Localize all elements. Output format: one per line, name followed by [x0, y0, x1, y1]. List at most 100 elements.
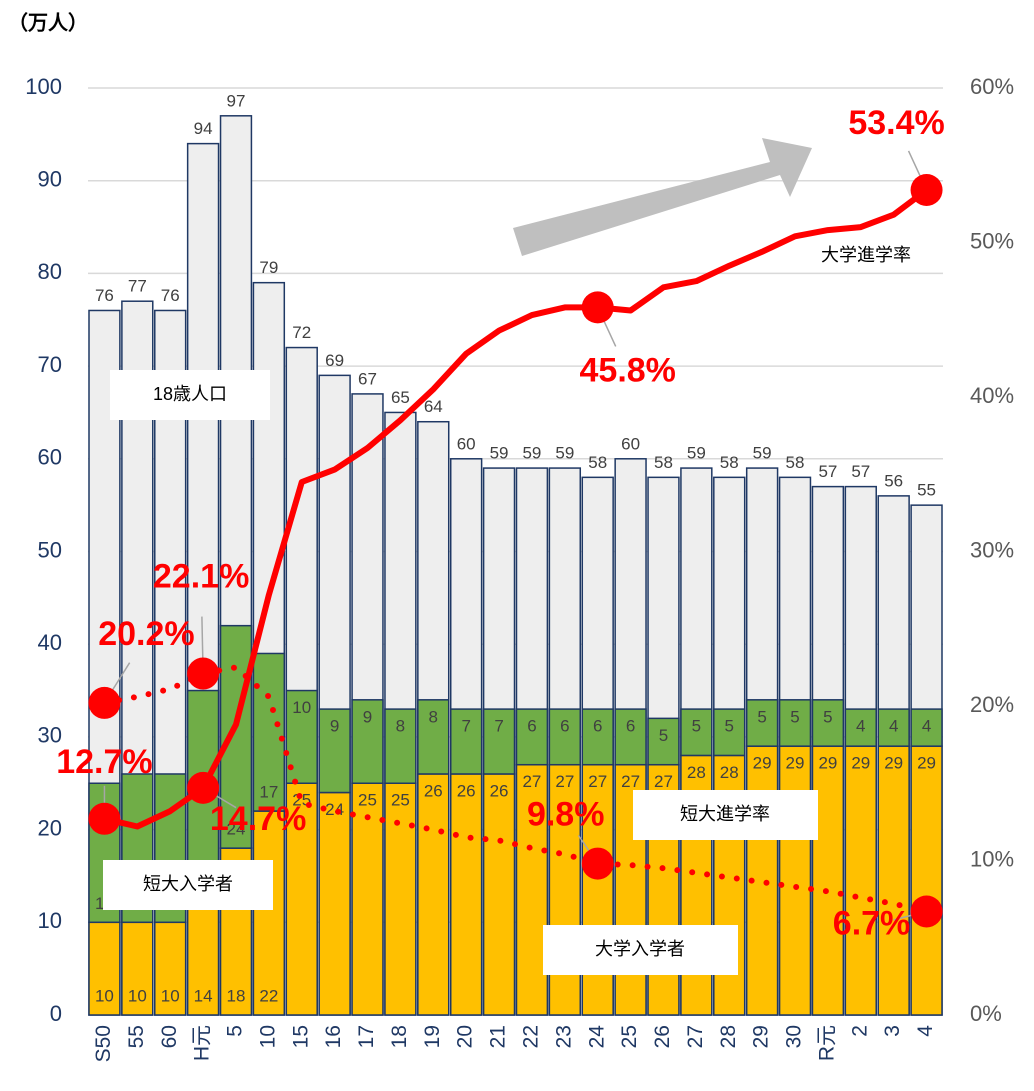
bar-segment — [417, 699, 450, 775]
data-label: 27 — [522, 772, 541, 791]
rate-point — [910, 895, 943, 928]
bar-segment — [647, 717, 680, 766]
rate-point — [88, 802, 121, 835]
bar-segment — [910, 708, 943, 747]
data-label: 58 — [720, 453, 739, 472]
x-tick-label: 25 — [618, 1025, 641, 1048]
data-label: 79 — [259, 258, 278, 277]
x-tick-label: 24 — [585, 1025, 608, 1049]
data-label: 59 — [555, 444, 574, 463]
bar-segment — [384, 782, 417, 1016]
x-tick-label: 15 — [289, 1025, 312, 1048]
x-tick-label: 19 — [421, 1025, 444, 1048]
data-label: 58 — [654, 453, 673, 472]
data-label: 17 — [259, 783, 278, 802]
bar-segment — [778, 699, 812, 747]
x-tick-label: S50 — [92, 1025, 115, 1062]
data-label: 5 — [823, 707, 832, 726]
bar-segment — [877, 745, 910, 1016]
data-label: 57 — [851, 462, 870, 481]
data-label: 58 — [786, 453, 805, 472]
x-tick-label: 27 — [684, 1025, 707, 1048]
data-label: 5 — [725, 717, 734, 736]
data-label: 29 — [917, 754, 936, 773]
x-tick-label: 22 — [519, 1025, 542, 1048]
rate-line — [101, 187, 930, 830]
x-tick-label: 16 — [322, 1025, 345, 1048]
series-label: 18歳人口 — [153, 384, 227, 404]
series-label: 大学進学率 — [821, 245, 911, 265]
rate-point — [910, 173, 943, 206]
data-label: 76 — [95, 286, 114, 305]
bar-segment — [844, 745, 877, 1016]
rate-label: 20.2% — [98, 615, 194, 653]
x-tick-label: 28 — [717, 1025, 740, 1048]
data-label: 27 — [621, 772, 640, 791]
data-label: 29 — [884, 754, 903, 773]
data-label: 76 — [161, 286, 180, 305]
data-label: 60 — [621, 434, 640, 453]
data-label: 59 — [687, 444, 706, 463]
data-label: 10 — [292, 698, 311, 717]
data-label: 22 — [259, 986, 278, 1005]
x-tick-label: 60 — [158, 1025, 181, 1048]
data-label: 5 — [790, 707, 799, 726]
y2-tick-label: 0% — [970, 1001, 1002, 1026]
data-label: 94 — [194, 119, 213, 138]
rate-label: 14.7% — [210, 800, 306, 838]
data-label: 9 — [363, 707, 372, 726]
data-label: 5 — [659, 726, 668, 745]
data-label: 7 — [494, 717, 503, 736]
data-label: 28 — [720, 763, 739, 782]
data-label: 55 — [917, 481, 936, 500]
bar-segment — [154, 921, 187, 1016]
x-tick-label: 17 — [355, 1025, 378, 1048]
bar-segment — [548, 708, 582, 766]
data-label: 60 — [457, 434, 476, 453]
rate-label: 6.7% — [833, 904, 911, 942]
x-tick-label: 55 — [125, 1025, 148, 1048]
bar-segment — [581, 708, 614, 766]
rate-point — [581, 291, 614, 324]
data-label: 97 — [227, 91, 246, 110]
data-label: 9 — [330, 717, 339, 736]
data-label: 72 — [292, 323, 311, 342]
bar-segment — [252, 652, 286, 812]
unit-label: （万人） — [8, 11, 88, 34]
bar-segment — [285, 782, 318, 1016]
rate-label: 22.1% — [153, 558, 249, 596]
y-tick-label: 70 — [38, 352, 62, 377]
data-label: 6 — [626, 717, 635, 736]
data-label: 29 — [818, 754, 837, 773]
rate-label: 53.4% — [848, 104, 944, 142]
x-tick-label: 2 — [848, 1025, 871, 1037]
data-label: 25 — [358, 791, 377, 810]
data-label: 28 — [687, 763, 706, 782]
data-label: 4 — [856, 717, 865, 736]
bar-segment — [482, 708, 516, 775]
data-label: 6 — [527, 717, 536, 736]
x-tick-label: 21 — [487, 1025, 510, 1048]
data-label: 59 — [753, 444, 772, 463]
x-tick-label: 30 — [783, 1025, 806, 1048]
bar-segment — [910, 745, 943, 1016]
bar-segment — [121, 921, 154, 1016]
data-label: 6 — [560, 717, 569, 736]
bar-segment — [713, 708, 746, 757]
x-tick-label: 10 — [256, 1025, 279, 1048]
data-label: 29 — [786, 754, 805, 773]
bar-segment — [745, 699, 779, 747]
data-label: 24 — [325, 800, 344, 819]
data-label: 24 — [227, 820, 246, 839]
y-tick-label: 10 — [38, 908, 62, 933]
bar-segment — [384, 708, 417, 785]
data-label: 67 — [358, 369, 377, 388]
data-label: 57 — [818, 462, 837, 481]
y2-tick-label: 50% — [970, 228, 1014, 253]
x-tick-label: 4 — [914, 1025, 937, 1037]
y-tick-label: 40 — [38, 630, 62, 655]
series-label: 大学入学者 — [595, 939, 685, 959]
data-label: 8 — [429, 707, 438, 726]
x-tick-label: 5 — [224, 1025, 247, 1037]
data-label: 18 — [227, 986, 246, 1005]
